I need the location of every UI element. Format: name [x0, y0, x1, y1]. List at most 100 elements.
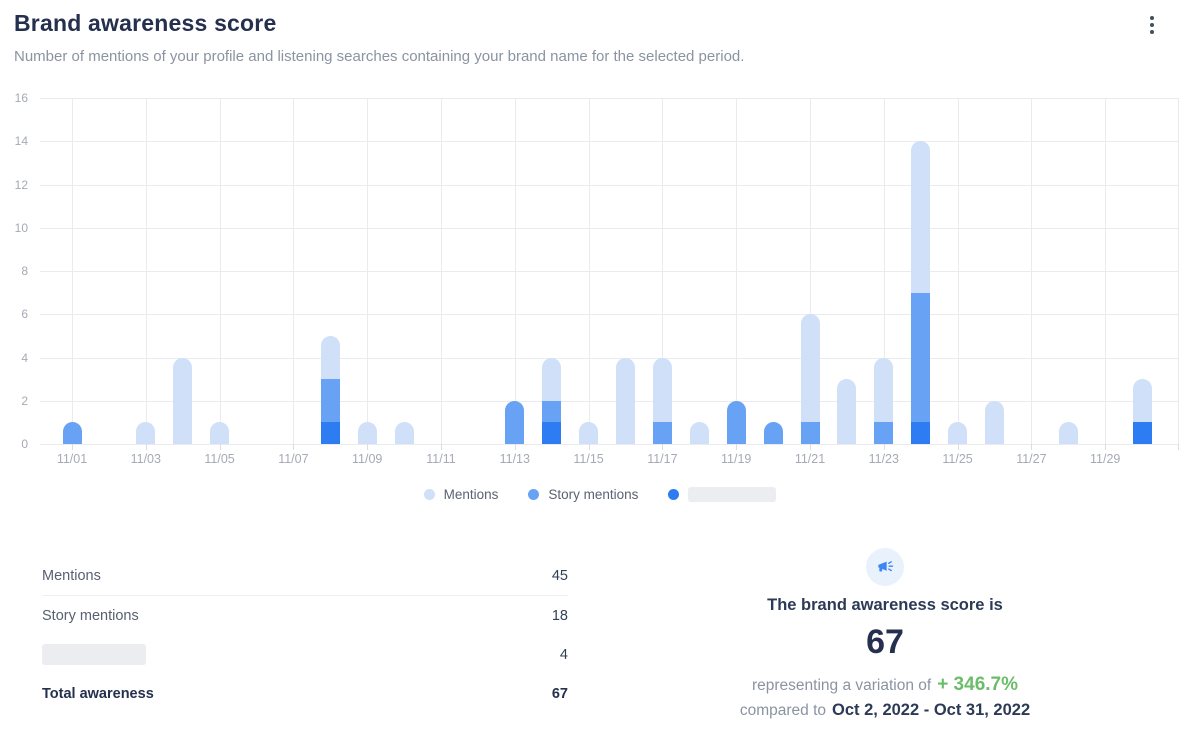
x-axis-label: 11/09 — [352, 452, 383, 466]
bar-11/28[interactable] — [1058, 422, 1078, 444]
bar-11/14[interactable] — [542, 422, 562, 444]
chart-legend: Mentions Story mentions — [0, 487, 1200, 502]
y-axis-label: 10 — [14, 220, 28, 235]
x-axis-tick — [367, 444, 369, 450]
stat-label: Mentions — [42, 567, 101, 584]
compared-prefix: compared to — [739, 702, 827, 719]
compared-line: compared to Oct 2, 2022 - Oct 31, 2022 — [690, 701, 1080, 720]
v-gridline — [367, 98, 369, 444]
bar-11/30[interactable] — [1132, 422, 1152, 444]
variation-value: + 346.7% — [937, 674, 1019, 695]
bar-11/21[interactable] — [800, 422, 820, 444]
variation-prefix: representing a variation of — [751, 677, 932, 694]
megaphone-icon — [878, 561, 894, 572]
x-axis-tick — [957, 444, 959, 450]
v-gridline — [662, 98, 664, 444]
bar-11/26[interactable] — [985, 400, 1004, 444]
bar-11/30[interactable] — [1132, 379, 1152, 423]
h-gridline — [40, 271, 1178, 272]
x-axis-label: 11/25 — [942, 452, 973, 466]
stat-value: 45 — [551, 567, 568, 584]
bar-11/25[interactable] — [948, 422, 968, 444]
bar-11/08[interactable] — [320, 335, 340, 380]
bar-11/18[interactable] — [689, 422, 709, 444]
bar-11/15[interactable] — [579, 422, 599, 444]
x-axis-tick — [514, 444, 516, 450]
x-axis-tick — [1031, 444, 1033, 450]
score-value: 67 — [866, 623, 904, 661]
bar-11/24[interactable] — [911, 141, 931, 293]
bar-11/23[interactable] — [874, 357, 894, 423]
bar-11/14[interactable] — [542, 400, 562, 423]
stats-table: Mentions 45 Story mentions 18 4 Total awarene… — [42, 556, 568, 713]
h-gridline — [40, 98, 1178, 99]
h-gridline — [40, 141, 1178, 143]
bar-11/23[interactable] — [874, 422, 894, 444]
bar-11/19[interactable] — [726, 400, 746, 444]
v-gridline — [72, 98, 73, 444]
bar-11/03[interactable] — [136, 422, 156, 444]
compared-range: Oct 2, 2022 - Oct 31, 2022 — [832, 701, 1031, 719]
legend-item-redacted[interactable] — [668, 487, 777, 502]
legend-item-mentions[interactable]: Mentions — [423, 487, 498, 502]
x-axis-label: 11/29 — [1090, 452, 1121, 466]
stat-row-story-mentions: Story mentions 18 — [42, 596, 568, 635]
page-subtitle: Number of mentions of your profile and l… — [14, 48, 745, 65]
x-axis-label: 11/05 — [204, 452, 235, 466]
v-gridline — [441, 98, 442, 444]
y-axis-label: 14 — [14, 134, 28, 149]
stat-row-mentions: Mentions 45 — [42, 556, 568, 596]
x-axis-tick — [219, 444, 221, 450]
h-gridline — [40, 400, 1178, 402]
bar-11/24[interactable] — [911, 292, 931, 423]
variation-line: representing a variation of + 346.7% — [690, 674, 1080, 696]
legend-label: Story mentions — [548, 487, 639, 502]
kebab-menu-icon[interactable] — [1142, 12, 1162, 38]
v-gridline — [1031, 98, 1033, 444]
awareness-chart: 0 2 4 6 8 10 12 14 16 11/01 11/03 11/05 11/07 11/09 11… — [0, 88, 1200, 470]
bar-11/24[interactable] — [911, 422, 931, 444]
x-axis-label: 11/01 — [56, 452, 88, 466]
y-axis-label: 0 — [21, 437, 28, 451]
x-axis-tick — [145, 444, 147, 450]
h-gridline — [40, 184, 1178, 186]
x-axis-tick — [662, 444, 664, 450]
x-axis-label: 11/15 — [573, 452, 604, 466]
bar-11/22[interactable] — [837, 379, 857, 444]
x-axis-tick — [293, 444, 295, 450]
bar-11/16[interactable] — [616, 357, 635, 444]
score-panel: The brand awareness score is 67 represen… — [690, 548, 1080, 720]
x-axis-tick — [883, 444, 885, 450]
bar-11/20[interactable] — [763, 422, 783, 444]
bar-11/09[interactable] — [357, 422, 377, 444]
y-axis-label: 8 — [21, 264, 28, 278]
bar-11/08[interactable] — [320, 379, 340, 423]
v-gridline — [1105, 98, 1107, 444]
score-heading: The brand awareness score is — [767, 596, 1003, 614]
bar-11/10[interactable] — [394, 422, 414, 444]
v-gridline — [957, 98, 959, 444]
bar-11/04[interactable] — [173, 357, 193, 444]
plot-area: 0 2 4 6 8 10 12 14 16 11/01 11/03 11/05 11/07 11/09 11… — [0, 88, 1200, 470]
bar-11/14[interactable] — [542, 357, 562, 401]
y-axis-label: 2 — [21, 393, 28, 408]
y-axis-label: 16 — [14, 91, 28, 105]
x-axis-tick — [1178, 444, 1179, 450]
bar-11/05[interactable] — [210, 422, 230, 444]
legend-swatch — [668, 489, 680, 500]
bar-11/13[interactable] — [505, 400, 525, 444]
bar-11/01[interactable] — [62, 422, 82, 444]
bar-11/08[interactable] — [320, 422, 340, 444]
legend-redacted-label — [688, 487, 777, 502]
bar-11/21[interactable] — [800, 314, 820, 423]
bar-11/17[interactable] — [652, 357, 672, 423]
legend-item-story-mentions[interactable]: Story mentions — [528, 487, 638, 502]
kebab-dot — [1150, 23, 1154, 27]
y-axis-label: 12 — [14, 177, 28, 192]
x-axis-tick — [736, 444, 738, 450]
bar-11/17[interactable] — [652, 422, 672, 444]
stat-value: 67 — [551, 685, 568, 702]
h-gridline — [40, 314, 1178, 316]
stat-row-total-awareness: Total awareness 67 — [42, 674, 568, 713]
x-axis-label: 11/13 — [499, 452, 530, 466]
